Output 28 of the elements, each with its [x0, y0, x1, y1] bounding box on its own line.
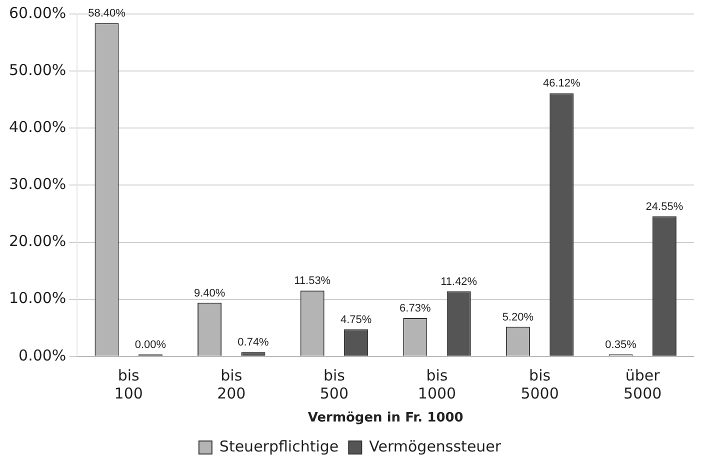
x-tick-label: bis 500	[320, 366, 349, 402]
data-label: 11.53%	[294, 275, 331, 288]
x-tick-label: bis 1000	[418, 366, 456, 402]
x-tick-label: bis 200	[217, 366, 246, 402]
y-tick-label: 20.00%	[8, 232, 66, 250]
y-tick-label: 60.00%	[8, 4, 66, 22]
data-label: 24.55%	[646, 200, 684, 213]
x-tick-label: bis 5000	[520, 366, 559, 402]
x-axis-title: Vermögen in Fr. 1000	[308, 410, 464, 426]
data-label: 5.20%	[502, 311, 534, 324]
legend-label: Vermögenssteuer	[369, 437, 502, 456]
legend-label: Steuerpflichtige	[219, 437, 339, 456]
data-label: 0.00%	[134, 338, 166, 351]
data-label: 58.40%	[88, 8, 126, 20]
x-tick-label: bis 100	[114, 366, 143, 402]
x-tick-label: über 5000	[624, 366, 662, 402]
data-label: 46.12%	[542, 78, 581, 90]
data-label: 6.73%	[400, 302, 431, 315]
data-label: 0.74%	[238, 336, 270, 349]
y-tick-label: 10.00%	[8, 289, 66, 308]
y-tick-label: 30.00%	[8, 175, 66, 194]
y-tick-label: 50.00%	[8, 60, 66, 79]
data-label: 4.75%	[340, 314, 372, 326]
data-label: 9.40%	[194, 287, 226, 300]
y-tick-label: 40.00%	[8, 118, 66, 136]
data-label: 0.35%	[605, 338, 637, 351]
data-label: 11.42%	[440, 276, 478, 288]
y-tick-label: 0.00%	[18, 346, 66, 364]
